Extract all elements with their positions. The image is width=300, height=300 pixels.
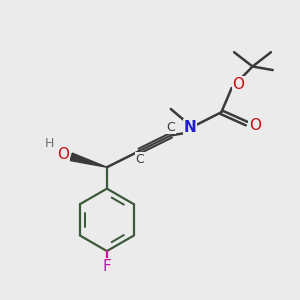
Text: O: O [249, 118, 261, 133]
Text: C: C [135, 153, 144, 166]
Text: H: H [44, 137, 54, 150]
Polygon shape [70, 153, 107, 167]
Text: O: O [232, 77, 244, 92]
Text: C: C [167, 121, 175, 134]
Text: N: N [184, 120, 196, 135]
Text: O: O [57, 147, 69, 162]
Text: F: F [103, 259, 111, 274]
